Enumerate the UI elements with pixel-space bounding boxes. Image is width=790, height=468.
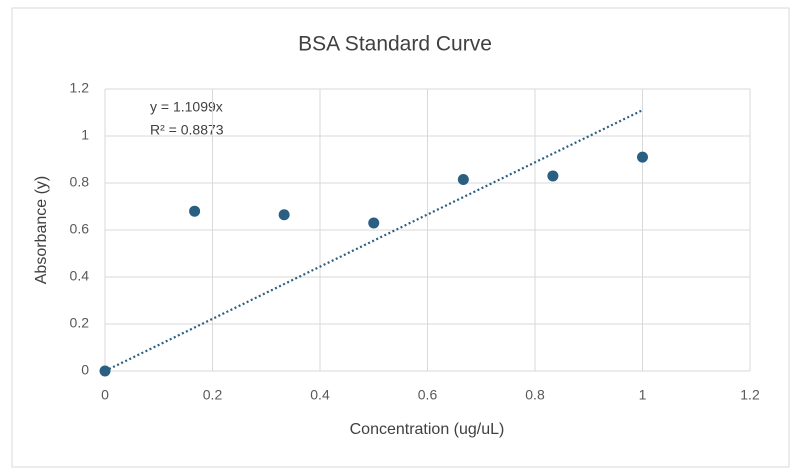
y-tick-label: 0.8 — [70, 174, 90, 190]
y-tick-label: 1.2 — [70, 80, 90, 96]
x-tick-label: 0.4 — [310, 387, 330, 403]
x-tick-label: 0.8 — [525, 387, 545, 403]
trendline-r-squared: R² = 0.8873 — [150, 122, 224, 138]
chart-title: BSA Standard Curve — [298, 33, 492, 56]
trendline — [104, 109, 643, 372]
y-axis-label: Absorbance (y) — [33, 176, 50, 285]
y-tick-label: 0.6 — [70, 221, 90, 237]
y-tick-label: 0 — [81, 362, 89, 378]
x-tick-label: 0.6 — [418, 387, 438, 403]
data-point — [189, 205, 201, 217]
data-point — [368, 217, 380, 229]
y-tick-label: 1 — [81, 127, 89, 143]
data-point — [547, 170, 559, 182]
data-point — [278, 209, 290, 221]
x-tick-label: 1.2 — [740, 387, 760, 403]
y-tick-label: 0.2 — [70, 315, 90, 331]
data-point — [457, 173, 469, 185]
x-tick-label: 0.2 — [203, 387, 223, 403]
x-tick-label: 0 — [101, 387, 109, 403]
trendline-equation: y = 1.1099x — [150, 99, 223, 115]
x-axis-label: Concentration (ug/uL) — [350, 421, 505, 438]
chart-frame — [11, 7, 790, 468]
data-point — [637, 151, 648, 163]
x-tick-label: 1 — [639, 387, 647, 403]
data-point — [99, 365, 111, 377]
y-tick-label: 0.4 — [70, 268, 90, 284]
